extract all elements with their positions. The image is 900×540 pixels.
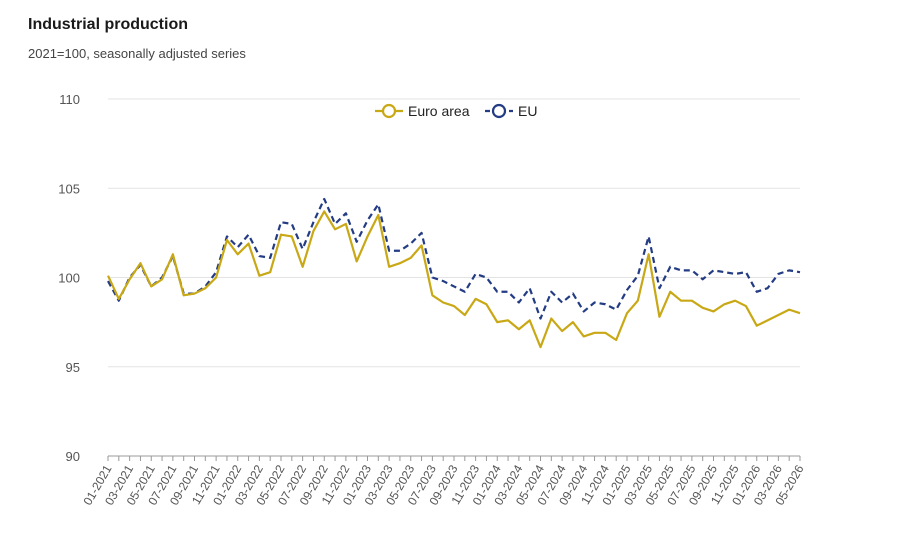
chart-title: Industrial production [28,16,188,33]
legend-label: Euro area [408,103,470,119]
legend-item-euro-area[interactable]: Euro area [375,103,470,119]
y-tick-label: 90 [66,449,80,464]
x-axis: 01-202103-202105-202107-202109-202111-20… [80,456,807,508]
series-line-euro-area[interactable] [107,210,801,349]
y-tick-label: 105 [58,181,80,196]
y-tick-label: 110 [59,92,80,107]
y-axis-ticks: 90 95 100 105 110 [58,92,80,464]
y-tick-label: 100 [58,271,80,286]
legend-item-eu[interactable]: EU [485,103,537,119]
legend-marker [491,103,507,119]
series-lines [107,197,801,349]
legend-label: EU [518,103,537,119]
legend-marker [381,103,397,119]
chart-subtitle: 2021=100, seasonally adjusted series [28,46,246,61]
y-tick-label: 95 [66,360,80,375]
series-line-eu[interactable] [107,197,801,320]
legend[interactable]: Euro area EU [375,103,537,119]
